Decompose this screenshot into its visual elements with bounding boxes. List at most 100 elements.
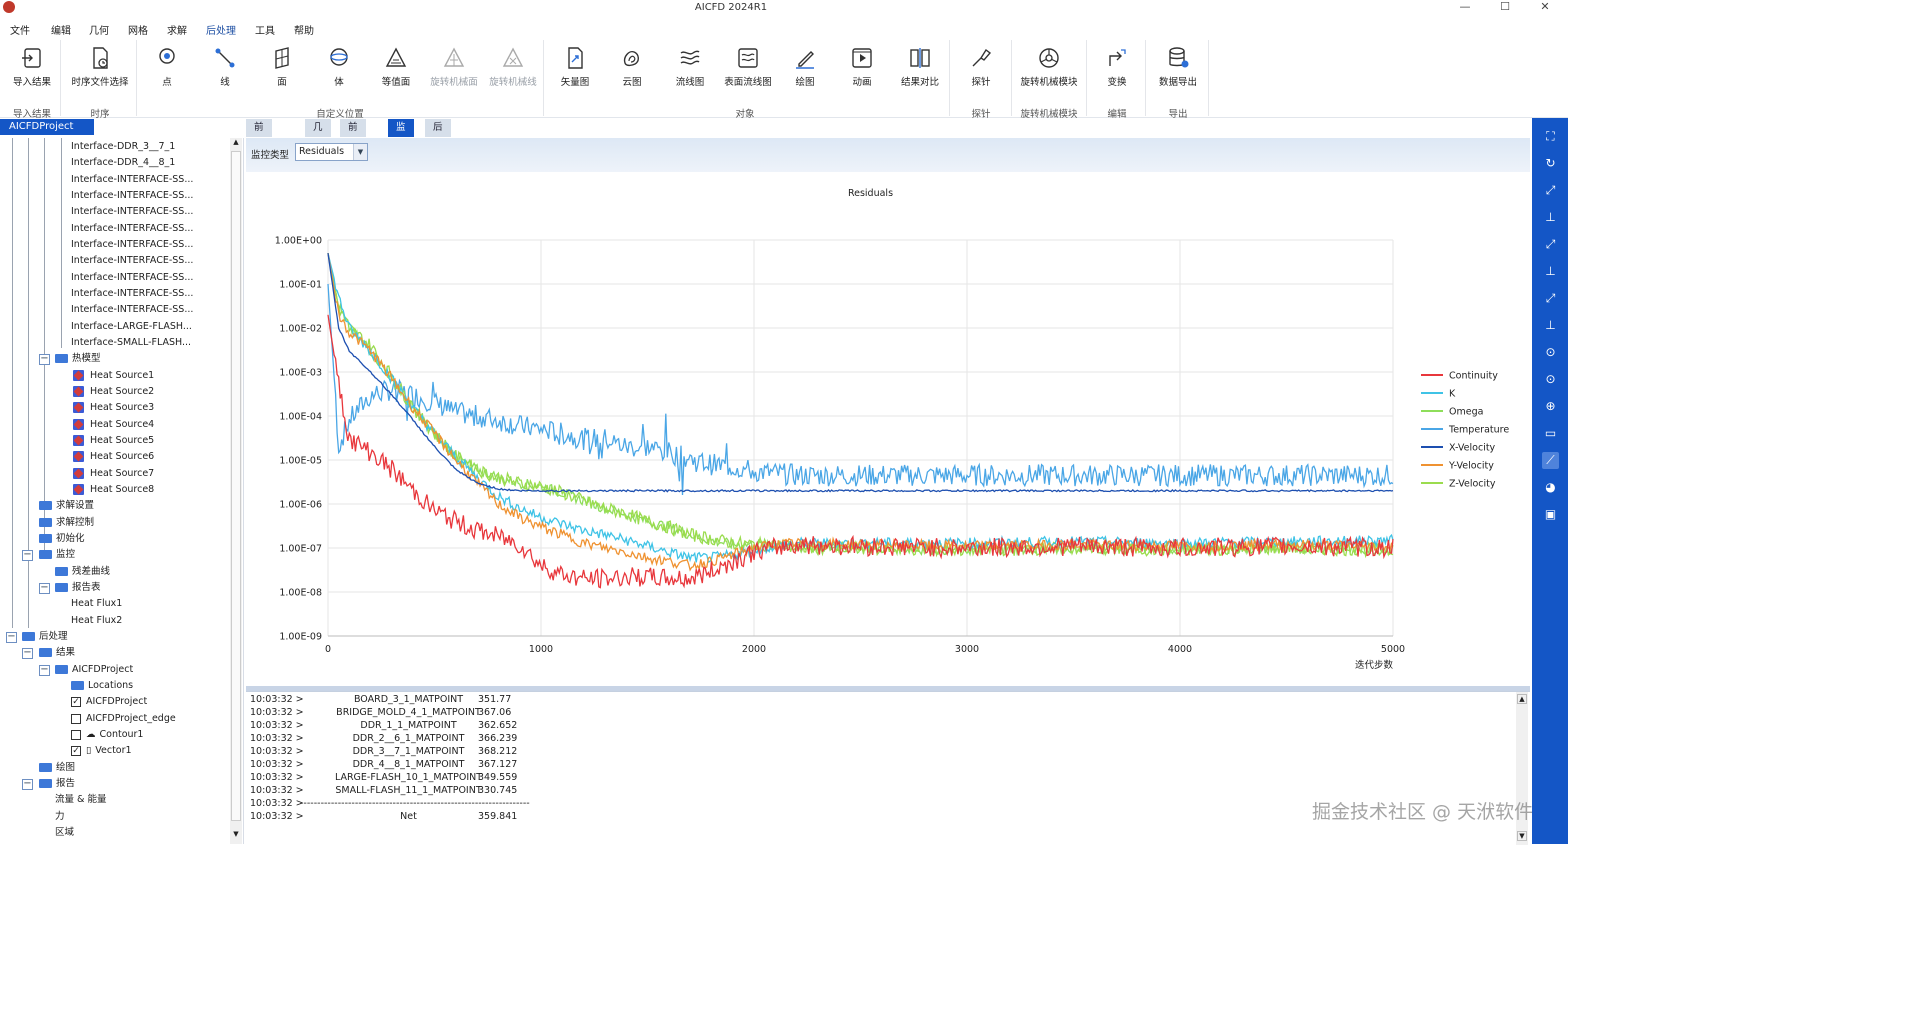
rotate-minus-90-icon[interactable]: ⊙ [1545, 372, 1556, 386]
axis-yz-icon[interactable]: ⊥ [1545, 210, 1556, 224]
tree-item-project-edge[interactable]: AICFDProject_edge [71, 711, 176, 727]
tab-pre-preprocess[interactable]: 前前处理 [246, 119, 272, 187]
tree-item-contour[interactable]: ☁ Contour1 [71, 727, 143, 743]
tree-item-heat-flux[interactable]: Heat Flux2 [71, 615, 123, 626]
plane-button[interactable]: 面 [267, 46, 297, 88]
tree-item-interface[interactable]: Interface-INTERFACE-SS... [71, 272, 194, 283]
palette-icon[interactable]: ◕ [1545, 480, 1556, 494]
menu-edit[interactable]: 编辑 [51, 26, 71, 37]
turbo-module-button[interactable]: 旋转机械模块 [1018, 46, 1080, 88]
scroll-down-icon[interactable]: ▼ [1517, 831, 1527, 841]
tree-item-heat-source[interactable]: Heat Source1 [73, 368, 154, 384]
timeseries-file-button[interactable]: 时序文件选择 [66, 46, 134, 88]
transform-button[interactable]: 变换 [1102, 46, 1132, 88]
tree-item-locations[interactable]: Locations [71, 678, 133, 694]
scrollbar-thumb[interactable] [231, 151, 241, 821]
isosurface-button[interactable]: 等值面 [377, 46, 415, 88]
tree-item-flow-energy[interactable]: 流量 & 能量 [55, 794, 107, 805]
tree-collapse-toggle[interactable]: − [39, 582, 50, 594]
scroll-up-icon[interactable]: ▲ [233, 138, 239, 146]
tree-item-interface[interactable]: Interface-LARGE-FLASH... [71, 321, 192, 332]
import-results-button[interactable]: 导入结果 [10, 46, 54, 88]
axis-xy-icon[interactable]: ⤢ [1545, 183, 1556, 197]
data-export-button[interactable]: 数据导出 [1156, 46, 1200, 88]
plot-button[interactable]: 绘图 [790, 46, 820, 88]
tree-collapse-toggle[interactable]: − [6, 631, 17, 643]
tab-preprocess[interactable]: 前处理 [340, 119, 366, 169]
tree-item-heat-source[interactable]: Heat Source5 [73, 433, 154, 449]
tree-collapse-toggle[interactable]: − [39, 353, 50, 365]
tree-item-vector[interactable]: ✓ ▯ Vector1 [71, 745, 132, 756]
tree-collapse-toggle[interactable]: − [22, 549, 33, 561]
checkbox-checked[interactable]: ✓ [71, 696, 81, 707]
tree-item-interface[interactable]: Interface-INTERFACE-SS... [71, 206, 194, 217]
tree-item-postprocess[interactable]: 后处理 [22, 629, 68, 645]
menu-mesh[interactable]: 网格 [128, 26, 148, 37]
tree-item-thermal-model[interactable]: 热模型 [55, 351, 101, 367]
point-button[interactable]: 点 [152, 46, 182, 88]
volume-button[interactable]: 体 [324, 46, 354, 88]
turbo-surface-button[interactable]: 旋转机械面 [428, 46, 480, 88]
tree-collapse-toggle[interactable]: − [39, 664, 50, 676]
tree-item-results[interactable]: 结果 [39, 645, 75, 661]
scroll-down-icon[interactable]: ▼ [233, 830, 239, 838]
console-scrollbar[interactable]: ▲ ▼ [1516, 692, 1528, 845]
menu-solve[interactable]: 求解 [167, 26, 187, 37]
tree-item-interface[interactable]: Interface-INTERFACE-SS... [71, 288, 194, 299]
vector-button[interactable]: 矢量图 [558, 46, 592, 88]
close-button[interactable]: ✕ [1540, 0, 1550, 13]
tree-item-solve-control[interactable]: 求解控制 [39, 515, 94, 531]
menu-geometry[interactable]: 几何 [89, 26, 109, 37]
ruler-icon[interactable]: ▭ [1544, 426, 1557, 440]
tree-item-interface[interactable]: Interface-INTERFACE-SS... [71, 223, 194, 234]
tree-item-report[interactable]: 报告 [39, 776, 75, 792]
checkbox-unchecked[interactable] [71, 713, 81, 724]
tree-item-heat-source[interactable]: Heat Source3 [73, 400, 154, 416]
tree-scrollbar[interactable]: ▲ ▼ [230, 138, 242, 844]
tab-geometry[interactable]: 几何 [305, 119, 331, 151]
menu-postprocess[interactable]: 后处理 [206, 26, 236, 37]
tree-item-heat-source[interactable]: Heat Source6 [73, 449, 154, 465]
contour-button[interactable]: 云图 [617, 46, 647, 88]
tree-collapse-toggle[interactable]: − [22, 647, 33, 659]
tab-monitor[interactable]: 监控 [388, 119, 414, 151]
checkbox-unchecked[interactable] [71, 729, 81, 740]
tree-item-interface[interactable]: Interface-INTERFACE-SS... [71, 190, 194, 201]
tree-item-heat-source[interactable]: Heat Source7 [73, 466, 154, 482]
tree-item-interface[interactable]: Interface-DDR_3__7_1 [71, 141, 176, 152]
tree-item-interface[interactable]: Interface-DDR_4__8_1 [71, 157, 176, 168]
screenshot-icon[interactable]: ▣ [1544, 507, 1557, 521]
tree-item-plotting[interactable]: 绘图 [39, 760, 75, 776]
tree-item-heat-flux[interactable]: Heat Flux1 [71, 598, 123, 609]
tree-item-solve-settings[interactable]: 求解设置 [39, 498, 94, 514]
tree-item-project[interactable]: AICFDProject [55, 662, 133, 678]
menu-help[interactable]: 帮助 [294, 26, 314, 37]
animation-button[interactable]: 动画 [847, 46, 877, 88]
menu-file[interactable]: 文件 [10, 26, 30, 37]
maximize-button[interactable]: ☐ [1500, 0, 1510, 13]
rotate-90-icon[interactable]: ⊙ [1545, 345, 1556, 359]
tree-item-interface[interactable]: Interface-SMALL-FLASH... [71, 337, 192, 348]
axis-yx-icon[interactable]: ⊥ [1545, 318, 1556, 332]
tree-item-region[interactable]: 区域 [55, 827, 75, 838]
tree-item-heat-source[interactable]: Heat Source8 [73, 482, 154, 498]
tree-item-interface[interactable]: Interface-INTERFACE-SS... [71, 304, 194, 315]
tree-item-project-surface[interactable]: ✓ AICFDProject [71, 696, 148, 707]
tree-item-heat-source[interactable]: Heat Source4 [73, 417, 154, 433]
monitor-type-select[interactable]: Residuals ▼ [295, 143, 368, 161]
tab-postprocess[interactable]: 后处理 [425, 119, 451, 169]
tree-item-monitor[interactable]: 监控 [39, 547, 75, 563]
tree-item-report-table[interactable]: 报告表 [55, 580, 101, 596]
tree-item-residual-curve[interactable]: 残差曲线 [55, 564, 110, 580]
tree-collapse-toggle[interactable]: − [22, 778, 33, 790]
minimize-button[interactable]: — [1459, 0, 1471, 13]
panel-splitter[interactable] [246, 686, 1530, 691]
tree-item-interface[interactable]: Interface-INTERFACE-SS... [71, 255, 194, 266]
tree-item-initialization[interactable]: 初始化 [39, 531, 85, 547]
rotate-icon[interactable]: ↻ [1545, 156, 1556, 170]
axis-xz-icon[interactable]: ⤢ [1545, 237, 1556, 251]
scroll-up-icon[interactable]: ▲ [1517, 694, 1527, 704]
compare-results-button[interactable]: 结果对比 [898, 46, 942, 88]
tree-item-heat-source[interactable]: Heat Source2 [73, 384, 154, 400]
menu-tools[interactable]: 工具 [255, 26, 275, 37]
